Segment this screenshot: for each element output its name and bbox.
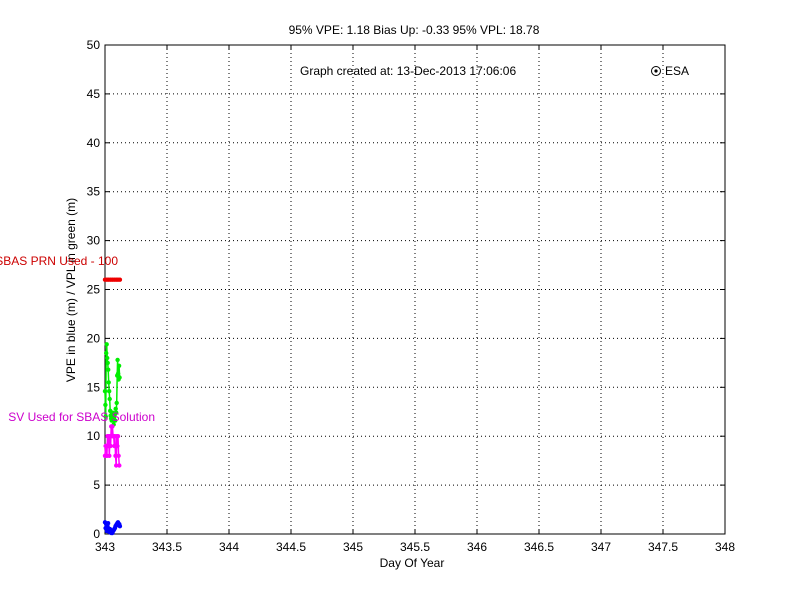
grid-lines xyxy=(105,45,725,534)
y-tick-label: 20 xyxy=(87,331,101,345)
sbas-prn-label: SBAS PRN Used - 100 xyxy=(0,254,118,268)
x-tick-label: 344 xyxy=(219,540,239,554)
x-tick-label: 346 xyxy=(467,540,487,554)
y-tick-label: 15 xyxy=(87,380,101,394)
y-tick-label: 5 xyxy=(93,478,100,492)
plot-area: 343 343.5 344 344.5 345 345.5 346 346.5 347 347.5… xyxy=(87,38,736,554)
data-point-sv-count xyxy=(113,453,118,458)
data-point-sv-count xyxy=(114,463,119,468)
series-sbas-prn xyxy=(102,277,123,282)
data-point-vpl xyxy=(115,357,120,363)
data-point-vpl xyxy=(103,414,108,419)
y-tick-label: 50 xyxy=(87,38,101,52)
x-tick-label: 343 xyxy=(95,540,115,554)
data-point-sv-count xyxy=(116,453,121,458)
data-point-sv-count xyxy=(110,424,115,429)
data-point-vpl xyxy=(113,418,118,423)
copyright-icon xyxy=(651,66,661,76)
data-point-vpl xyxy=(104,342,109,347)
series-vpe xyxy=(102,520,123,536)
data-series xyxy=(102,277,123,536)
esa-label: ESA xyxy=(665,64,689,78)
data-point-vpl xyxy=(105,360,110,366)
x-tick-label: 343.5 xyxy=(152,540,182,554)
series-vpl xyxy=(102,342,122,427)
x-tick-label: 345 xyxy=(343,540,363,554)
x-tick-label: 347 xyxy=(591,540,611,554)
y-tick-label: 45 xyxy=(87,87,101,101)
data-point-vpl xyxy=(115,371,121,376)
data-point-vpl xyxy=(117,375,122,380)
data-point-vpl xyxy=(114,400,119,406)
data-point-sv-count xyxy=(115,434,121,439)
data-point-vpl xyxy=(107,396,112,402)
y-tick-label: 0 xyxy=(93,527,100,541)
y-tick-label: 35 xyxy=(87,185,101,199)
x-tick-label: 344.5 xyxy=(276,540,306,554)
data-point-vpl xyxy=(104,350,109,356)
created-annotation: Graph created at: 13-Dec-2013 17:06:06 xyxy=(300,64,516,78)
data-point-vpl xyxy=(116,363,122,368)
x-tick-label: 346.5 xyxy=(524,540,554,554)
copyright-icon-dot xyxy=(654,69,658,73)
data-point-sv-count xyxy=(115,443,120,449)
data-point-vpl xyxy=(106,367,111,372)
data-point-vpe xyxy=(105,521,111,526)
data-point-vpl xyxy=(103,402,108,408)
x-tick-label: 348 xyxy=(715,540,735,554)
data-point-sv-count xyxy=(117,463,122,468)
data-point-vpe xyxy=(117,524,123,529)
data-point-sv-count xyxy=(112,443,117,449)
data-point-vpl xyxy=(102,389,108,394)
axis-ticks: 343 343.5 344 344.5 345 345.5 346 346.5 347 347.5… xyxy=(87,38,736,554)
chart-title: 95% VPE: 1.18 Bias Up: -0.33 95% VPL: 18… xyxy=(289,23,540,37)
x-tick-label: 347.5 xyxy=(648,540,678,554)
y-tick-label: 10 xyxy=(87,429,101,443)
series-sv-count xyxy=(102,424,122,468)
data-point-sbas-prn xyxy=(117,277,123,282)
data-point-vpl xyxy=(107,389,112,394)
data-point-vpl xyxy=(106,380,111,385)
data-point-sv-count xyxy=(108,443,113,449)
data-point-sv-count xyxy=(107,453,112,458)
y-axis-label: VPE in blue (m) / VPL in green (m) xyxy=(64,198,78,382)
sv-used-label: SV Used for SBAS Solution xyxy=(8,410,155,424)
data-point-vpl xyxy=(114,410,119,415)
y-tick-label: 25 xyxy=(87,283,101,297)
x-axis-label: Day Of Year xyxy=(380,556,445,570)
x-tick-label: 345.5 xyxy=(400,540,430,554)
data-point-vpl xyxy=(113,406,118,411)
y-tick-label: 40 xyxy=(87,136,101,150)
data-point-vpl xyxy=(105,355,110,361)
y-tick-label: 30 xyxy=(87,234,101,248)
esa-annotation: ESA xyxy=(651,64,689,78)
